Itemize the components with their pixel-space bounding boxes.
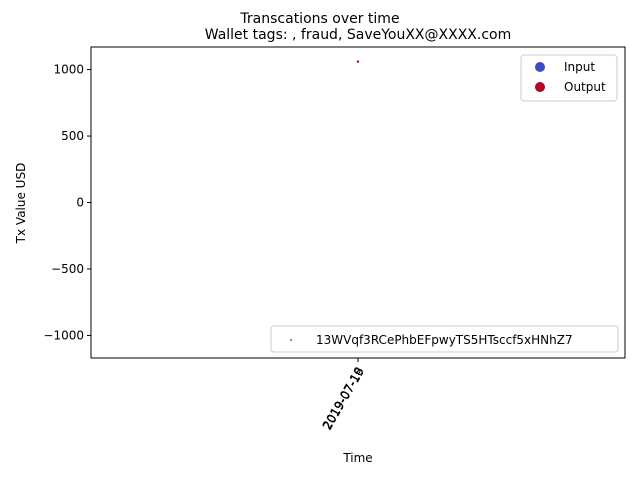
chart-title: Wallet tags: , fraud, SaveYouXX@XXXX.com <box>205 27 512 43</box>
y-tick-label: 1000 <box>53 63 84 77</box>
scatter-points <box>356 60 360 63</box>
y-tick-label: −1000 <box>43 328 84 342</box>
x-axis-label: Time <box>342 451 372 465</box>
data-point <box>356 60 360 63</box>
legend-marker <box>290 339 292 341</box>
y-axis-label: Tx Value USD <box>14 163 28 245</box>
legend-marker <box>535 82 545 92</box>
y-tick-label: 500 <box>61 129 84 143</box>
y-axis: 1000 500 0 −500 −1000 <box>43 63 91 342</box>
x-tick-label: 2019-07-19 <box>320 365 367 432</box>
legend-label: Input <box>564 60 595 74</box>
chart-suptitle: Transcations over time <box>239 11 399 27</box>
legend-label: 13WVqf3RCePhbEFpwyTS5HTsccf5xHNhZ7 <box>316 333 573 347</box>
legend-marker <box>535 62 545 72</box>
y-tick-label: 0 <box>76 196 84 210</box>
y-tick-label: −500 <box>51 262 84 276</box>
legend-series-frame <box>270 325 619 353</box>
legend-label: Output <box>564 80 606 94</box>
legend-types: Input Output <box>520 54 618 102</box>
legend-series: 13WVqf3RCePhbEFpwyTS5HTsccf5xHNhZ7 <box>270 325 619 353</box>
legend-types-frame <box>520 54 618 102</box>
